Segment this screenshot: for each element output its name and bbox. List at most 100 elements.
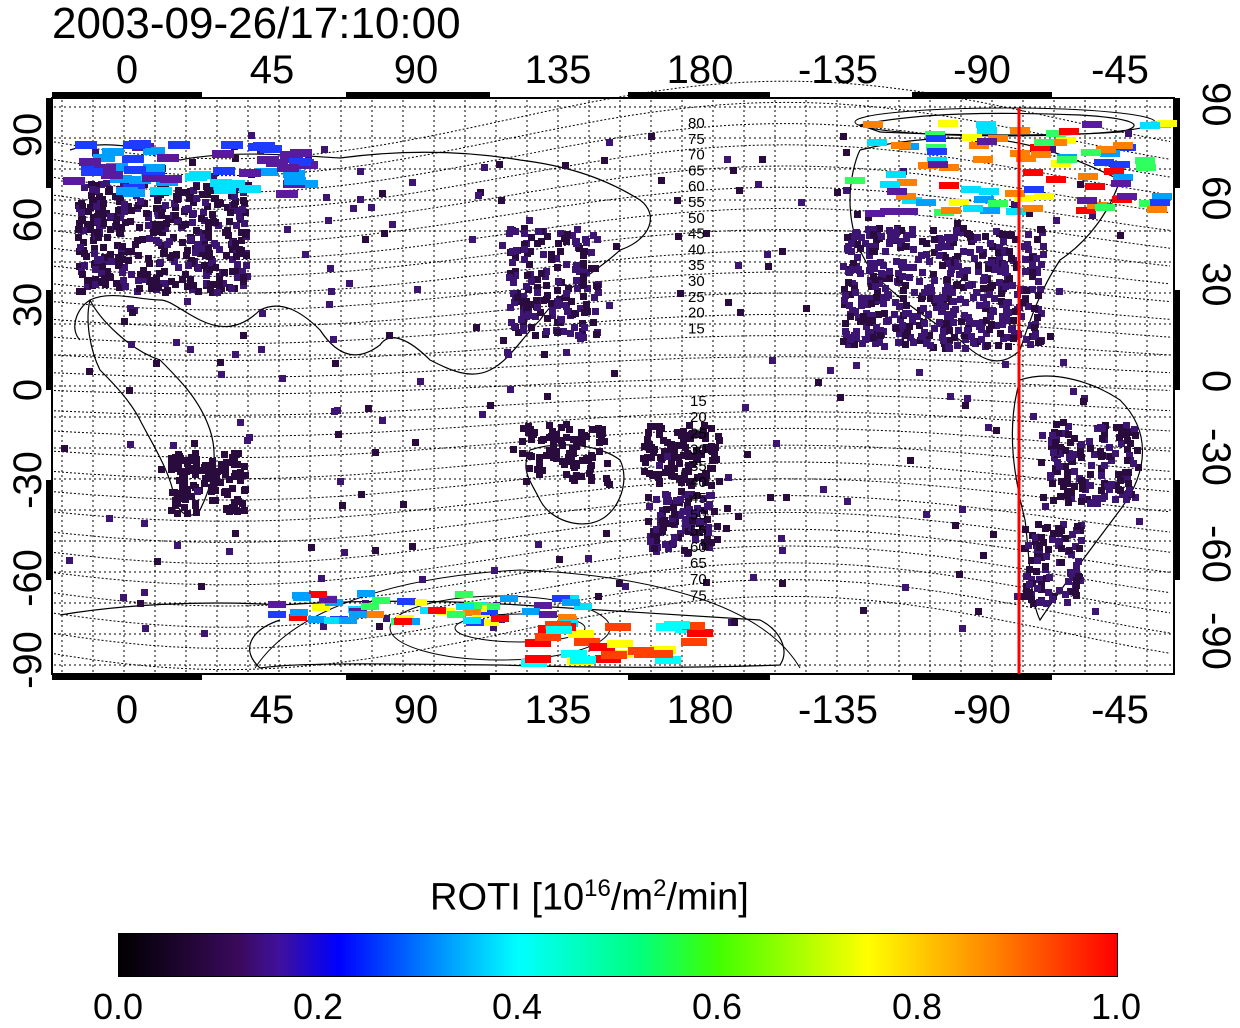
roti-cell [170,442,177,449]
roti-cell [960,225,967,232]
roti-cell [1094,425,1101,432]
roti-cell [526,465,533,472]
roti-cell [491,615,509,622]
roti-cell [115,207,122,214]
roti-cell [573,473,580,480]
roti-cell [779,248,786,255]
roti-cell [548,300,555,307]
roti-cell [847,336,854,343]
roti-cell [141,589,148,596]
roti-cell [1012,308,1019,315]
roti-cell [155,284,162,291]
roti-cell [1073,592,1080,599]
roti-cell [1034,193,1054,200]
roti-cell [658,177,665,184]
roti-cell [962,345,969,352]
roti-cell [692,536,699,543]
roti-cell [126,387,133,394]
roti-cell [902,584,909,591]
roti-cell [237,477,244,484]
roti-cell [1029,286,1036,293]
roti-cell [941,328,948,335]
roti-cell [968,333,975,340]
roti-cell [161,268,168,275]
roti-cell [706,544,713,551]
magnetic-contour [53,207,1171,261]
roti-cell [563,294,570,301]
colorbar-tick-0.6: 0.6 [691,986,743,1027]
roti-cell [187,346,194,353]
roti-cell [543,282,550,289]
roti-cell [871,260,878,267]
roti-cell [671,511,678,518]
roti-cell [1034,557,1041,564]
roti-cell [521,230,528,237]
roti-cell [226,476,233,483]
roti-cell [898,208,918,215]
roti-cell [87,226,94,233]
roti-cell [897,244,904,251]
roti-cell [1060,483,1067,490]
bottom-tick-0: 0 [115,688,139,732]
roti-cell [339,617,357,624]
roti-cell [664,465,671,472]
roti-cell [976,246,983,253]
south-oval-outer [254,569,801,669]
roti-cell [239,185,261,193]
roti-cell [1077,577,1084,584]
roti-cell [663,506,670,513]
roti-cell [184,283,191,290]
roti-cell [190,282,197,289]
roti-cell [873,294,880,301]
roti-cell [848,240,855,247]
roti-cell [185,467,192,474]
roti-cell [259,310,266,317]
roti-cell [92,149,99,156]
roti-cell [660,524,667,531]
roti-cell [668,460,675,467]
roti-cell [870,273,877,280]
roti-cell [900,259,907,266]
roti-cell [881,310,888,317]
roti-cell [571,324,578,331]
roti-cell [963,205,983,212]
roti-cell [1025,246,1032,253]
roti-cell [574,285,581,292]
roti-cell [1013,264,1020,271]
roti-cell [1049,536,1056,543]
roti-cell [1034,553,1041,560]
magnetic-contour [53,165,1171,227]
roti-cell [803,305,810,312]
contour-value-labels: 8075706560555045403530252015152025303540… [688,115,707,604]
roti-cell [580,252,587,259]
roti-cell [937,300,944,307]
roti-cell [221,141,243,149]
roti-cell [961,186,981,193]
roti-cell [575,332,582,339]
roti-cell [872,340,879,347]
roti-cell [1068,453,1075,460]
roti-cell [1022,526,1029,533]
roti-cell [694,456,701,463]
roti-cell [526,261,533,268]
roti-cell [122,283,129,290]
roti-cell [1034,236,1041,243]
roti-cell [933,296,940,303]
roti-cell [1077,181,1084,188]
roti-cell [1064,476,1071,483]
roti-cell [1024,241,1031,248]
roti-cell [869,312,876,319]
roti-cell [870,231,877,238]
roti-cell [519,438,526,445]
roti-cell [1099,452,1106,459]
roti-cell [648,454,655,461]
roti-cell [645,429,652,436]
roti-cell [129,140,151,148]
roti-cell [155,228,162,235]
roti-cell [257,156,279,164]
roti-cell [655,474,662,481]
roti-cell [1071,435,1078,442]
roti-cell [122,155,144,163]
roti-cell [169,489,176,496]
roti-cell [1038,534,1045,541]
